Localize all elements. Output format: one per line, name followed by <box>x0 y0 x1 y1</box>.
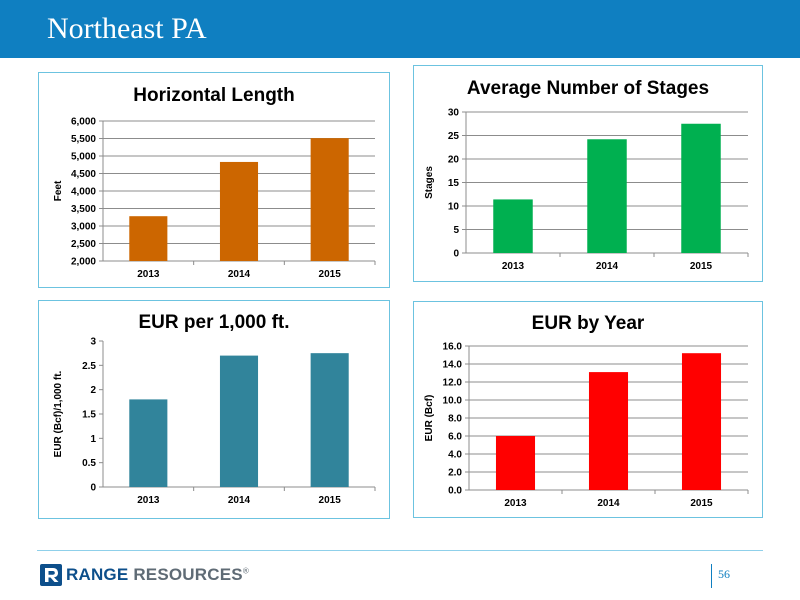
bar-2013 <box>493 199 533 253</box>
y-tick-label: 0.0 <box>448 486 462 497</box>
y-tick-label: 4,000 <box>71 187 96 198</box>
range-logo-icon <box>40 564 62 586</box>
range-resources-logo: RANGE RESOURCES® <box>40 563 249 587</box>
x-tick-label: 2014 <box>228 269 251 280</box>
chart-panel-average-stages: Average Number of Stages 0 5 10 15 20 25 30 Stag… <box>413 65 763 282</box>
y-tick-label: 12.0 <box>443 378 463 389</box>
bar-2014 <box>219 355 259 487</box>
y-tick-label: 1.5 <box>82 410 96 421</box>
y-axis-label: Feet <box>53 180 64 201</box>
footer-divider <box>37 550 763 551</box>
chart-panel-horizontal-length: Horizontal Length 2,000 2,500 3,000 3,500 4,0… <box>38 72 390 288</box>
chart-average-stages: Average Number of Stages 0 5 10 15 20 25 30 Stag… <box>424 78 749 272</box>
chart-panel-eur-by-year: EUR by Year 0.0 2.0 4.0 6.0 8.0 10.0 12.0 14.0 16… <box>413 301 763 518</box>
y-tick-label: 5,000 <box>71 152 96 163</box>
y-tick-label: 2,500 <box>71 239 96 250</box>
header-bar: Northeast PA <box>0 0 800 58</box>
bar-2015 <box>681 353 722 490</box>
y-tick-label: 25 <box>448 131 460 142</box>
y-tick-label: 3,000 <box>71 222 96 233</box>
y-axis-label: EUR (Bcf)/1,000 ft. <box>53 370 64 457</box>
x-tick-label: 2014 <box>597 498 620 509</box>
bar-2015 <box>310 353 349 487</box>
y-tick-label: 10 <box>448 202 460 213</box>
x-tick-label: 2013 <box>502 261 525 272</box>
y-tick-label: 6,000 <box>71 117 96 128</box>
chart-title: Horizontal Length <box>133 85 294 106</box>
y-tick-label: 5 <box>453 225 459 236</box>
bar-2014 <box>219 161 259 261</box>
chart-title: EUR per 1,000 ft. <box>139 312 290 333</box>
y-tick-label: 2.5 <box>82 361 96 372</box>
y-tick-label: 0 <box>90 483 96 494</box>
bar-2013 <box>129 216 168 261</box>
y-tick-label: 0.5 <box>82 458 96 469</box>
y-tick-label: 20 <box>448 155 460 166</box>
y-tick-label: 30 <box>448 108 460 119</box>
y-axis-label: Stages <box>424 166 435 199</box>
y-tick-label: 15 <box>448 178 460 189</box>
x-tick-label: 2013 <box>504 498 527 509</box>
bar-2013 <box>129 399 168 487</box>
logo-text-secondary: RESOURCES <box>128 565 243 584</box>
x-tick-label: 2015 <box>319 269 342 280</box>
y-tick-label: 5,500 <box>71 134 96 145</box>
page-number: 56 <box>718 567 730 581</box>
y-tick-label: 8.0 <box>448 414 462 425</box>
y-tick-label: 1 <box>90 434 96 445</box>
x-tick-label: 2013 <box>137 495 160 506</box>
y-tick-label: 4.0 <box>448 450 462 461</box>
y-tick-label: 2,000 <box>71 257 96 268</box>
chart-eur-by-year: EUR by Year 0.0 2.0 4.0 6.0 8.0 10.0 12.0 14.0 16… <box>424 313 749 509</box>
x-tick-label: 2014 <box>596 261 619 272</box>
y-tick-label: 10.0 <box>443 396 463 407</box>
chart-horizontal-length: Horizontal Length 2,000 2,500 3,000 3,500 4,0… <box>53 85 376 280</box>
bar-2014 <box>588 372 629 490</box>
logo-text-main: RANGE <box>66 565 129 584</box>
chart-panel-eur-per-1000ft: EUR per 1,000 ft. 0 0.5 1 1.5 2 2.5 3 EUR (Bcf)/… <box>38 300 390 519</box>
y-tick-label: 14.0 <box>443 360 463 371</box>
y-tick-label: 3 <box>90 337 96 348</box>
y-tick-label: 2.0 <box>448 468 462 479</box>
page-title: Northeast PA <box>47 12 207 45</box>
logo-text: RANGE RESOURCES® <box>66 565 249 585</box>
x-tick-label: 2015 <box>319 495 342 506</box>
x-tick-label: 2015 <box>690 498 713 509</box>
bar-2013 <box>495 436 536 490</box>
logo-registered-mark: ® <box>242 566 249 576</box>
y-tick-label: 6.0 <box>448 432 462 443</box>
y-axis-label: EUR (Bcf) <box>424 395 435 442</box>
x-tick-label: 2013 <box>137 269 160 280</box>
y-tick-label: 0 <box>453 249 459 260</box>
y-tick-label: 3,500 <box>71 204 96 215</box>
chart-title: EUR by Year <box>532 313 645 334</box>
chart-title: Average Number of Stages <box>467 78 709 99</box>
bar-2015 <box>310 138 349 261</box>
x-tick-label: 2014 <box>228 495 251 506</box>
chart-eur-per-1000ft: EUR per 1,000 ft. 0 0.5 1 1.5 2 2.5 3 EUR (Bcf)/… <box>53 312 376 506</box>
y-tick-label: 4,500 <box>71 169 96 180</box>
y-tick-label: 2 <box>90 385 96 396</box>
y-tick-label: 16.0 <box>443 342 463 353</box>
x-tick-label: 2015 <box>690 261 713 272</box>
bar-2015 <box>681 123 721 253</box>
page-number-divider <box>711 564 712 588</box>
bar-2014 <box>587 139 627 253</box>
